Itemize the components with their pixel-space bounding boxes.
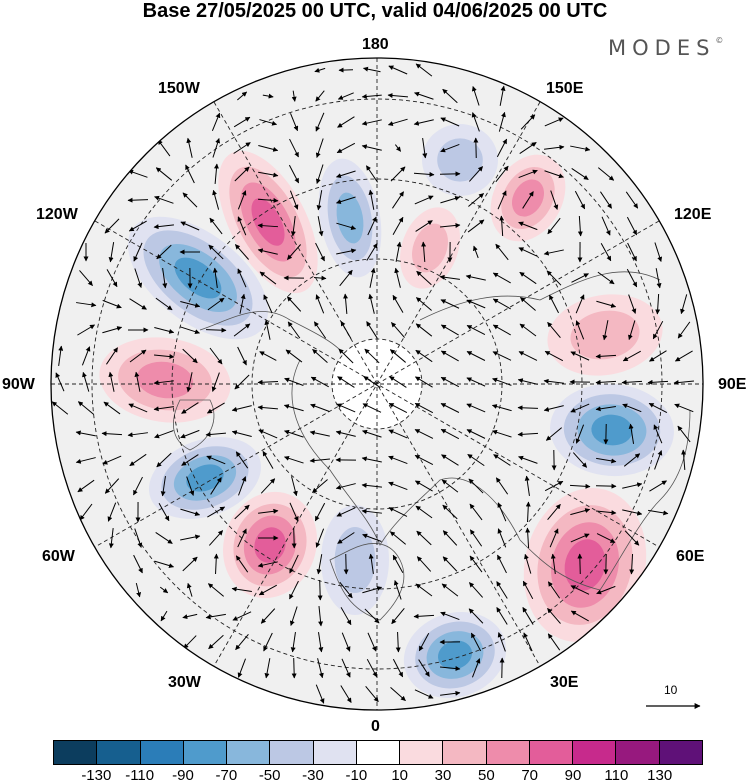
- lon-label-0: 0: [371, 718, 380, 736]
- wind-vector: [128, 200, 148, 201]
- lon-label-30w: 30W: [168, 674, 201, 692]
- lon-label-150w: 150W: [158, 80, 200, 98]
- colorbar: [53, 740, 703, 765]
- colorbar-tick-label: -90: [172, 767, 194, 784]
- anomaly-neg-10W: [321, 505, 389, 615]
- colorbar-swatch: [487, 741, 530, 764]
- colorbar-swatch: [530, 741, 573, 764]
- lon-label-90w: 90W: [2, 376, 35, 394]
- colorbar-swatch: [270, 741, 313, 764]
- colorbar-tick-label: -10: [345, 767, 367, 784]
- colorbar-tick-label: 30: [435, 767, 452, 784]
- colorbar-swatch: [400, 741, 443, 764]
- colorbar-swatch: [227, 741, 270, 764]
- colorbar-ticks: -130 -110 -90 -70 -50 -30 -10 10 30 50 70 90 110 130: [0, 767, 750, 783]
- wind-vector: [596, 486, 616, 487]
- colorbar-swatch: [616, 741, 659, 764]
- colorbar-tick-label: 50: [478, 767, 495, 784]
- wind-vector: [294, 528, 295, 548]
- lon-label-90e: 90E: [718, 376, 746, 394]
- colorbar-swatch: [314, 741, 357, 764]
- colorbar-tick-label: -50: [259, 767, 281, 784]
- colorbar-tick-label: 130: [647, 767, 672, 784]
- colorbar-tick-label: -70: [215, 767, 237, 784]
- colorbar-swatch: [54, 741, 97, 764]
- wind-vector: [440, 174, 460, 175]
- lon-label-150e: 150E: [546, 80, 583, 98]
- colorbar-tick-label: 70: [521, 767, 538, 784]
- lon-label-60w: 60W: [42, 548, 75, 566]
- wind-vector: [294, 658, 295, 678]
- colorbar-swatch: [573, 741, 616, 764]
- colorbar-tick-label: 110: [604, 767, 628, 784]
- anomaly-neg-160E: [422, 124, 498, 196]
- colorbar-swatch: [97, 741, 140, 764]
- colorbar-swatch: [141, 741, 184, 764]
- colorbar-tick-label: -110: [125, 767, 154, 784]
- wind-vector: [320, 580, 321, 600]
- wind-vector: [580, 554, 581, 574]
- wind-vector: [346, 554, 347, 574]
- lon-label-30e: 30E: [550, 674, 578, 692]
- colorbar-swatch: [184, 741, 227, 764]
- colorbar-swatch: [357, 741, 400, 764]
- vector-scale-label: 10: [664, 683, 677, 697]
- colorbar-tick-label: 10: [391, 767, 408, 784]
- lon-label-120e: 120E: [674, 206, 711, 224]
- colorbar-tick-label: 90: [565, 767, 582, 784]
- lon-label-180: 180: [362, 36, 389, 54]
- lon-label-120w: 120W: [36, 206, 78, 224]
- lon-label-60e: 60E: [676, 548, 704, 566]
- colorbar-swatch: [443, 741, 486, 764]
- colorbar-tick-label: -30: [302, 767, 324, 784]
- colorbar-swatch: [660, 741, 702, 764]
- colorbar-tick-label: -130: [81, 767, 111, 784]
